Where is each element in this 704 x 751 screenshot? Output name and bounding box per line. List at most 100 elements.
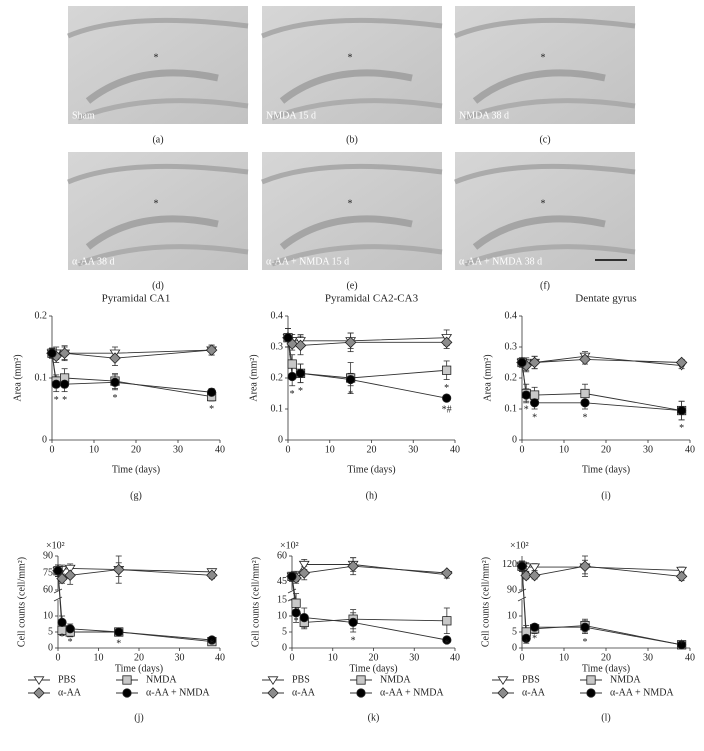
legend-marker	[497, 687, 509, 699]
data-point	[442, 616, 452, 626]
x-tick-label: 10	[325, 444, 335, 455]
data-point	[294, 339, 307, 352]
series-line	[287, 337, 447, 379]
chart-caption: (h)	[366, 490, 378, 501]
image-caption: (f)	[540, 280, 550, 291]
y-tick-label: 10	[507, 610, 517, 621]
y-tick-label: 15	[277, 594, 287, 605]
cell-layer	[472, 69, 606, 104]
significance-mark: *	[116, 638, 121, 649]
image-caption: (d)	[152, 280, 164, 291]
image-caption: (b)	[346, 134, 358, 145]
data-point	[580, 388, 590, 399]
data-point	[64, 569, 76, 582]
y-tick-label: 0.4	[505, 310, 518, 321]
y-tick-label: 0	[512, 434, 517, 445]
data-point	[51, 379, 61, 389]
legend-marker	[33, 676, 45, 685]
y-tick-label: 10	[277, 610, 287, 621]
cell-layer	[67, 17, 249, 39]
series-line	[521, 566, 682, 646]
data-point	[205, 344, 218, 356]
cell-layer	[279, 69, 413, 104]
significance-mark: *	[209, 404, 214, 415]
y-multiplier: ×10²	[510, 540, 529, 551]
cell-layer	[271, 244, 443, 267]
series-line	[521, 362, 682, 411]
data-point	[528, 356, 541, 369]
y-tick-label: 120	[502, 559, 517, 570]
data-point	[442, 393, 452, 403]
x-tick-label: 40	[450, 444, 460, 455]
x-axis-label: Time (days)	[349, 663, 397, 674]
image-label: NMDA 15 d	[266, 110, 316, 121]
cell-layer	[472, 215, 606, 250]
significance-mark: *	[62, 395, 67, 406]
x-tick-label: 10	[89, 444, 99, 455]
image-marker: *	[541, 52, 546, 63]
image-label: NMDA 38 d	[459, 110, 509, 121]
legend-marker	[356, 675, 366, 685]
y-tick-label: 0.2	[35, 310, 48, 321]
x-tick-label: 10	[559, 652, 569, 663]
significance-mark: *	[60, 632, 65, 643]
chart-caption: (k)	[368, 712, 380, 723]
data-point	[579, 353, 591, 366]
x-tick-label: 20	[367, 444, 377, 455]
legend-marker	[586, 688, 596, 698]
data-point	[58, 347, 71, 359]
y-tick-label: 5	[282, 626, 287, 637]
data-point	[65, 624, 75, 634]
series-line	[291, 576, 447, 641]
cell-layer	[261, 17, 443, 39]
significance-mark: *	[298, 386, 303, 397]
data-point	[442, 635, 452, 645]
y-tick-label: 0.4	[271, 310, 284, 321]
chart-caption: (g)	[130, 490, 142, 501]
image-label: α-AA + NMDA 15 d	[266, 256, 349, 267]
x-tick-label: 10	[559, 444, 569, 455]
legend-marker	[122, 688, 132, 698]
data-point	[57, 617, 67, 628]
data-point	[529, 622, 540, 632]
x-tick-label: 40	[685, 444, 695, 455]
data-point	[59, 379, 70, 389]
cell-layer	[454, 17, 636, 39]
y-tick-label: 0	[48, 642, 53, 653]
data-point	[520, 569, 532, 582]
y-tick-label: 90	[43, 550, 53, 561]
series-line	[521, 358, 682, 367]
data-point	[287, 371, 297, 382]
y-tick-label: 0	[278, 434, 283, 445]
data-point	[530, 390, 540, 400]
x-tick-label: 10	[94, 652, 104, 663]
chart-title: Pyramidal CA2-CA3	[325, 293, 419, 305]
x-tick-label: 40	[450, 652, 460, 663]
x-tick-label: 20	[369, 652, 379, 663]
x-tick-label: 30	[643, 444, 653, 455]
data-point	[291, 598, 301, 608]
cell-layer	[77, 98, 249, 121]
significance-mark: *	[444, 638, 449, 649]
x-tick-label: 30	[175, 652, 185, 663]
y-tick-label: 75	[43, 567, 53, 578]
significance-mark: *	[113, 393, 118, 404]
significance-mark: *	[290, 389, 295, 400]
data-point	[580, 398, 590, 408]
data-point	[521, 390, 531, 400]
data-point	[347, 560, 359, 572]
chart-caption: (i)	[601, 490, 610, 501]
data-point	[298, 567, 310, 579]
cell-layer	[85, 69, 219, 104]
data-point	[442, 365, 452, 375]
y-axis-label: Area (mm²)	[12, 354, 23, 401]
significance-mark: *	[348, 389, 353, 400]
series-line	[521, 566, 682, 646]
y-axis-label: Area (mm²)	[482, 354, 493, 401]
x-tick-label: 30	[643, 652, 653, 663]
y-tick-label: 5	[512, 626, 517, 637]
legend-label: α-AA + NMDA	[380, 687, 444, 698]
x-tick-label: 20	[601, 652, 611, 663]
cell-layer	[85, 215, 219, 250]
significance-mark: *	[583, 412, 588, 423]
